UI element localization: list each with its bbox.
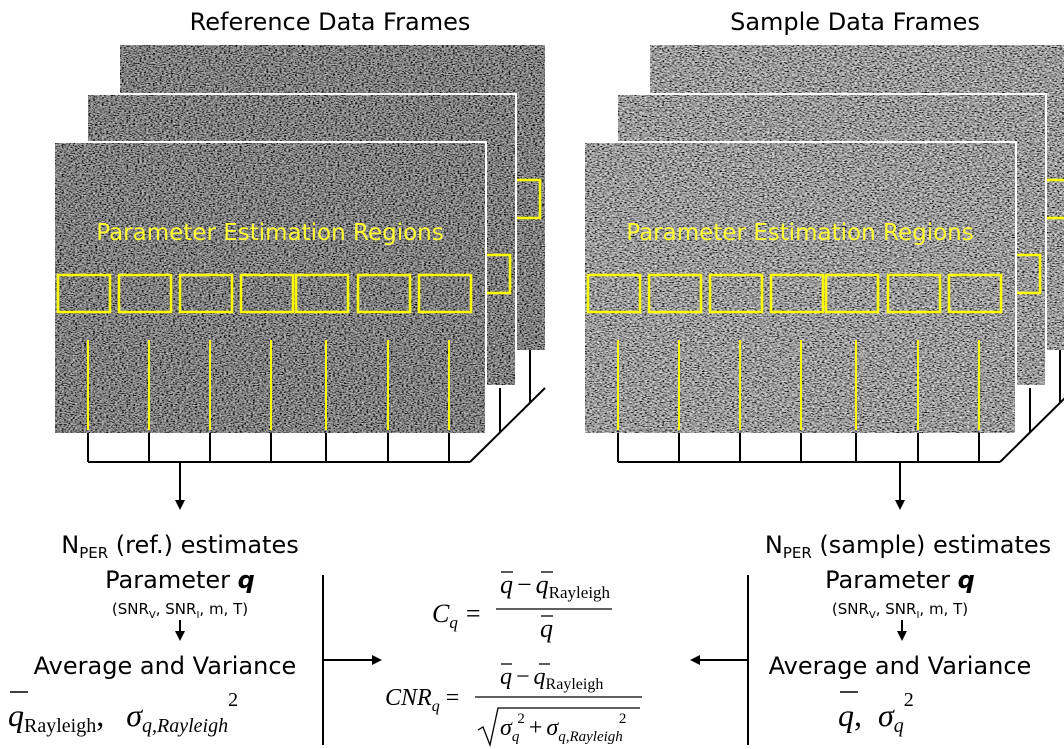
parameter: Parameter q xyxy=(105,566,255,594)
formula-lhs: CNRq= xyxy=(385,685,459,715)
estimates-count: NPER (sample) estimates xyxy=(765,531,1051,562)
formula-numerator: q−qRayleigh xyxy=(500,570,611,602)
stats-label: Average and Variance xyxy=(34,652,297,680)
estimates-count: NPER (ref.) estimates xyxy=(61,531,298,562)
formula-denominator: q xyxy=(540,614,553,643)
diagram: Reference Data Frames Sample Data Frames… xyxy=(0,0,1064,749)
parameter-inputs: (SNRV, SNRI, m, T) xyxy=(832,600,968,621)
parameter: Parameter q xyxy=(825,566,975,594)
stats-formula: qRayleigh,σq,Rayleigh2 xyxy=(8,689,238,737)
formula-numerator: q−qRayleigh xyxy=(500,664,603,693)
frame-title: Sample Data Frames xyxy=(730,8,980,36)
formula-lhs: Cq= xyxy=(432,599,481,632)
frame-stacks xyxy=(54,44,1064,508)
formula-denominator: σq2+σq,Rayleigh2 xyxy=(500,711,626,745)
region-label: Parameter Estimation Regions xyxy=(96,220,443,246)
stats-label: Average and Variance xyxy=(769,652,1032,680)
frame-title: Reference Data Frames xyxy=(190,8,471,36)
parameter-inputs: (SNRV, SNRI, m, T) xyxy=(112,600,248,621)
region-label: Parameter Estimation Regions xyxy=(626,220,973,246)
stats-formula: q,σq2 xyxy=(838,689,914,737)
